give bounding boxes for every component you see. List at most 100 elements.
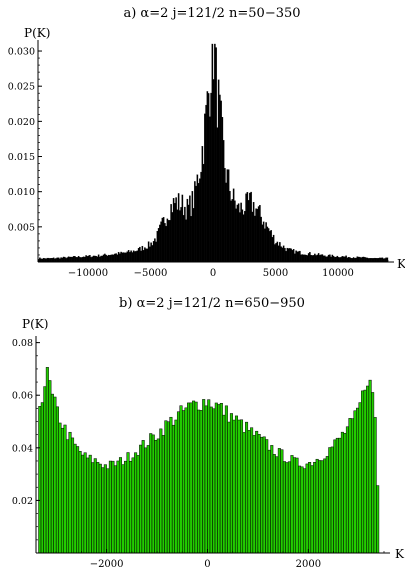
chart-a-bar — [322, 255, 325, 263]
chart-a-bar — [187, 204, 190, 263]
chart-a-bar — [342, 256, 345, 263]
chart-b-bar — [323, 458, 327, 554]
chart-a-bar — [279, 242, 281, 263]
chart-a-bar — [202, 163, 205, 263]
chart-b-bar — [73, 443, 77, 554]
chart-a-bar — [121, 252, 124, 263]
chart-a-bar — [220, 100, 222, 263]
chart-b-bar — [63, 424, 67, 554]
chart-a-bar — [151, 245, 154, 263]
chart-a-bar — [104, 253, 106, 263]
chart-a-bar — [120, 251, 122, 263]
chart-a-bar — [77, 255, 80, 263]
chart-b-bar — [101, 467, 105, 554]
chart-a-bar — [134, 251, 136, 263]
chart-b-bar — [267, 449, 271, 554]
chart-a-bar — [256, 208, 259, 263]
chart-a-bar — [257, 206, 260, 263]
chart-a-bar — [97, 254, 100, 263]
chart-b-bar — [139, 444, 143, 554]
chart-a-bar — [109, 255, 111, 263]
chart-a-bar — [191, 191, 194, 263]
chart-a-bar — [214, 43, 216, 263]
chart-a-bar — [249, 192, 251, 263]
chart-a-bar — [326, 256, 329, 263]
chart-a-bar — [365, 257, 367, 263]
chart-a-bar — [186, 198, 189, 263]
chart-b-bar — [353, 410, 357, 554]
chart-b-bar — [45, 367, 49, 554]
chart-a-x-tick-label: 10000 — [322, 268, 354, 279]
chart-b-bar — [144, 447, 148, 554]
chart-b-bar — [129, 460, 133, 554]
chart-a-bar — [175, 197, 177, 263]
chart-b-bar — [287, 461, 291, 554]
chart-a-bar — [91, 256, 94, 263]
chart-b-bar — [280, 449, 284, 554]
chart-a-bar — [216, 127, 219, 263]
chart-b-bar — [222, 414, 226, 554]
chart-b-bar — [91, 462, 95, 554]
chart-a-bar — [190, 216, 192, 263]
chart-b-bar — [202, 399, 206, 554]
chart-b-bar — [260, 436, 264, 554]
chart-a-bar — [85, 255, 87, 263]
chart-b-bar — [164, 420, 168, 554]
chart-a-bar — [370, 258, 372, 263]
chart-b-bar — [265, 439, 269, 554]
chart-b-ylabel: P(K) — [22, 317, 48, 331]
chart-b-bar — [182, 410, 186, 554]
chart-a-bar — [92, 255, 95, 263]
chart-a-bar — [135, 251, 137, 263]
chart-a-bar — [42, 257, 45, 263]
chart-b-title: b) α=2 j=121/2 n=650−950 — [119, 296, 305, 311]
chart-a-bar — [345, 255, 347, 263]
chart-a-y-tick-label: 0.015 — [8, 152, 35, 163]
chart-b-bar — [174, 419, 178, 554]
chart-a-bar — [359, 256, 361, 263]
chart-a-bar — [246, 192, 249, 263]
chart-a-bar — [369, 258, 371, 263]
chart-b-bar — [217, 404, 221, 554]
chart-a-bar — [225, 182, 227, 263]
chart-b-bar — [257, 434, 261, 554]
chart-a-bar — [171, 212, 174, 263]
chart-a-bar — [44, 258, 46, 263]
chart-b-bar — [227, 421, 231, 554]
chart-a-bar — [177, 193, 180, 263]
chart-a-bar — [295, 250, 297, 263]
chart-a-bar — [335, 256, 337, 263]
chart-b-bar — [71, 437, 75, 554]
chart-a-bar — [332, 255, 335, 263]
chart-a-bar — [366, 257, 369, 263]
chart-b-bar — [285, 462, 289, 554]
chart-b-bar — [320, 460, 324, 554]
chart-b-bar — [197, 409, 201, 554]
chart-b-bar — [245, 421, 249, 554]
chart-a-bar — [174, 203, 176, 263]
chart-a-bar — [355, 257, 357, 263]
chart-b-bar — [81, 454, 85, 554]
chart-b-bar — [43, 386, 47, 554]
chart-b-bar — [111, 460, 115, 554]
chart-b-bar — [315, 458, 319, 554]
chart-b-bar — [305, 463, 309, 554]
chart-b-bar — [149, 433, 153, 554]
chart-a-bar — [329, 254, 331, 263]
chart-a-bar — [341, 256, 344, 263]
chart-a-bar — [301, 254, 304, 263]
chart-b-x-tick-label: 0 — [204, 559, 210, 570]
chart-a-bar — [96, 256, 99, 263]
chart-a-bar — [54, 258, 56, 263]
chart-a-bar — [72, 256, 75, 263]
chart-a-bar — [110, 254, 112, 263]
chart-b-bar — [40, 402, 44, 554]
chart-b-bar — [335, 437, 339, 554]
chart-a-bar — [260, 216, 262, 263]
chart-b-x-tick-label: 2000 — [296, 559, 321, 570]
chart-a-ylabel: P(K) — [24, 26, 50, 40]
chart-a-bar — [314, 253, 316, 263]
chart-a-bar — [367, 258, 370, 263]
chart-a-bar — [372, 258, 375, 263]
chart-a-bar — [376, 258, 379, 263]
